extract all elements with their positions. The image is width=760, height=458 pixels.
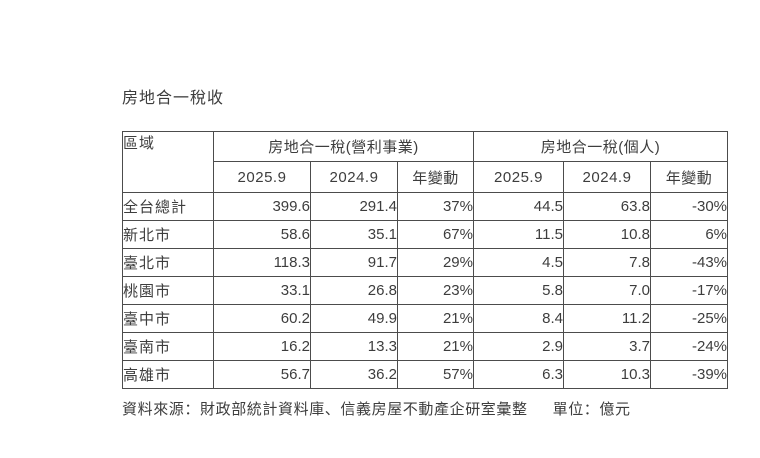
value-cell: -30% (649, 192, 729, 221)
region-label: 臺南市 (122, 332, 214, 361)
region-label: 臺中市 (122, 304, 214, 333)
column-header-individual-yoy: 年變動 (649, 161, 729, 193)
value-cell: 56.7 (213, 360, 311, 389)
value-cell: -17% (649, 276, 729, 305)
column-header-individual-2025: 2025.9 (473, 161, 564, 193)
region-label: 高雄市 (122, 360, 214, 389)
region-label: 桃園市 (122, 276, 214, 305)
table-row: 臺北市 118.3 91.7 29% 4.5 7.8 -43% (122, 248, 729, 277)
value-cell: 67% (397, 220, 474, 249)
table-row: 臺中市 60.2 49.9 21% 8.4 11.2 -25% (122, 304, 729, 333)
value-cell: -24% (649, 332, 729, 361)
value-cell: 8.4 (473, 304, 564, 333)
column-header-business-yoy: 年變動 (397, 161, 474, 193)
value-cell: 57% (397, 360, 474, 389)
value-cell: 63.8 (563, 192, 651, 221)
value-cell: 118.3 (213, 248, 311, 277)
column-header-individual-2024: 2024.9 (563, 161, 651, 193)
column-group-business: 房地合一稅(營利事業) (213, 131, 474, 162)
value-cell: 23% (397, 276, 474, 305)
value-cell: 3.7 (563, 332, 651, 361)
table-footer: 資料來源：財政部統計資料庫、信義房屋不動產企研室彙整 單位：億元 (122, 398, 728, 419)
value-cell: 7.8 (563, 248, 651, 277)
value-cell: 5.8 (473, 276, 564, 305)
value-cell: -25% (649, 304, 729, 333)
unit-note: 單位：億元 (552, 401, 631, 418)
value-cell: 21% (397, 332, 474, 361)
column-group-individual: 房地合一稅(個人) (472, 131, 729, 162)
table-row: 臺南市 16.2 13.3 21% 2.9 3.7 -24% (122, 332, 729, 361)
table-row: 新北市 58.6 35.1 67% 11.5 10.8 6% (122, 220, 729, 249)
value-cell: 44.5 (473, 192, 564, 221)
table-row: 高雄市 56.7 36.2 57% 6.3 10.3 -39% (122, 360, 729, 389)
value-cell: 16.2 (213, 332, 311, 361)
table-block: 房地合一稅收 區域 房地合一稅(營利事業) 房地合一稅(個人) 2025.9 2… (122, 88, 729, 419)
value-cell: 26.8 (310, 276, 398, 305)
page-title: 房地合一稅收 (122, 90, 225, 107)
table-row: 全台總計 399.6 291.4 37% 44.5 63.8 -30% (122, 192, 729, 221)
value-cell: 11.2 (563, 304, 651, 333)
value-cell: 399.6 (213, 192, 311, 221)
region-label: 全台總計 (122, 192, 214, 221)
value-cell: 2.9 (473, 332, 564, 361)
value-cell: 11.5 (473, 220, 564, 249)
value-cell: 291.4 (310, 192, 398, 221)
value-cell: 91.7 (310, 248, 398, 277)
value-cell: 10.3 (563, 360, 651, 389)
value-cell: 6.3 (473, 360, 564, 389)
data-source-note: 資料來源：財政部統計資料庫、信義房屋不動產企研室彙整 (122, 401, 528, 418)
value-cell: -43% (649, 248, 729, 277)
value-cell: 7.0 (563, 276, 651, 305)
value-cell: 6% (649, 220, 729, 249)
value-cell: 36.2 (310, 360, 398, 389)
region-label: 臺北市 (122, 248, 214, 277)
column-header-business-2025: 2025.9 (213, 161, 311, 193)
value-cell: 35.1 (310, 220, 398, 249)
tax-revenue-table: 區域 房地合一稅(營利事業) 房地合一稅(個人) 2025.9 2024.9 年… (122, 131, 729, 389)
column-header-business-2024: 2024.9 (310, 161, 398, 193)
value-cell: 37% (397, 192, 474, 221)
value-cell: -39% (649, 360, 729, 389)
region-label: 新北市 (122, 220, 214, 249)
value-cell: 13.3 (310, 332, 398, 361)
header-row-periods: 2025.9 2024.9 年變動 2025.9 2024.9 年變動 (123, 161, 729, 193)
table-row: 桃園市 33.1 26.8 23% 5.8 7.0 -17% (122, 276, 729, 305)
value-cell: 58.6 (213, 220, 311, 249)
value-cell: 29% (397, 248, 474, 277)
header-row-groups: 區域 房地合一稅(營利事業) 房地合一稅(個人) (122, 131, 729, 193)
value-cell: 4.5 (473, 248, 564, 277)
value-cell: 60.2 (213, 304, 311, 333)
value-cell: 21% (397, 304, 474, 333)
value-cell: 33.1 (213, 276, 311, 305)
value-cell: 10.8 (563, 220, 651, 249)
column-header-region: 區域 (122, 131, 214, 193)
value-cell: 49.9 (310, 304, 398, 333)
